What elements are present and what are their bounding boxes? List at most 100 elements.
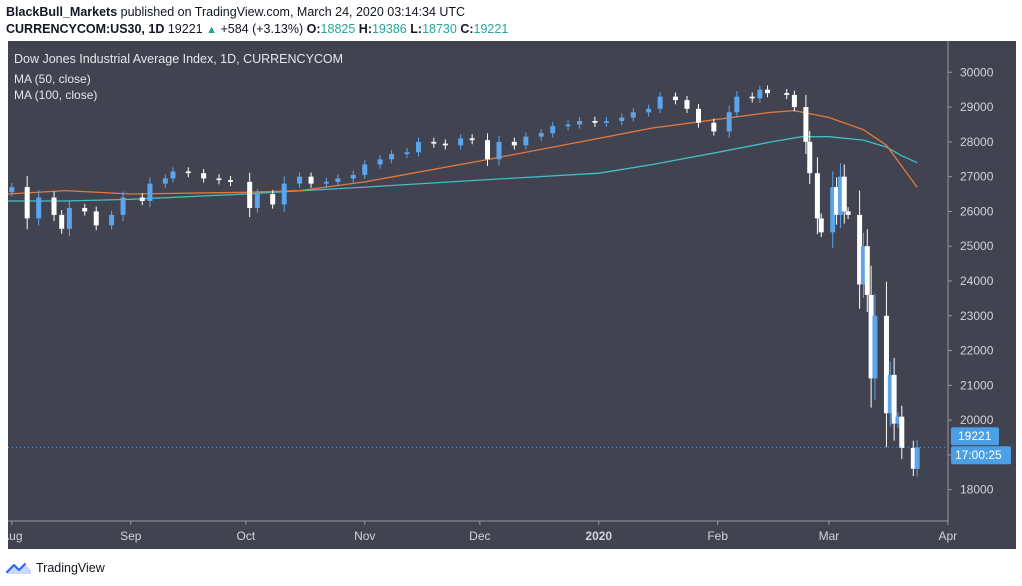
ohlc-summary: CURRENCYCOM:US30, 1D 19221 ▲ +584 (+3.13… [6, 22, 508, 36]
candle-up [860, 246, 866, 285]
ma100-line [8, 136, 918, 202]
candle-down [864, 246, 870, 295]
candle-down [82, 207, 88, 212]
chart-title: Dow Jones Industrial Average Index, 1D, … [14, 52, 344, 66]
countdown-label: 17:00:25 [955, 448, 1002, 462]
published-text: published on TradingView.com, March 24, … [117, 5, 466, 19]
candle-down [695, 108, 701, 123]
price-change: +584 (+3.13%) [220, 22, 304, 36]
countdown-badge [951, 446, 1011, 465]
candle-down [247, 181, 253, 208]
candle-down [684, 100, 690, 109]
low-value: 18730 [422, 22, 457, 36]
candle-down [891, 374, 897, 424]
candle-up [66, 207, 72, 229]
candle-up [36, 197, 42, 219]
candle-down [672, 96, 678, 101]
candle-up [350, 174, 356, 179]
y-tick-label: 25000 [960, 239, 994, 253]
low-label: L: [410, 22, 423, 36]
candle-down [270, 194, 276, 205]
candle-up [895, 416, 901, 424]
candle-down [784, 93, 790, 95]
candle-up [281, 183, 287, 205]
x-tick-label: Mar [819, 529, 840, 543]
x-tick-label: Feb [707, 529, 728, 543]
candle-down [841, 176, 847, 212]
close-label: C: [460, 22, 474, 36]
ma50-line [8, 109, 918, 195]
y-tick-label: 27000 [960, 170, 994, 184]
x-tick-label: Dec [469, 529, 490, 543]
candle-down [511, 141, 517, 146]
legend-ma100[interactable]: MA (100, close) [14, 88, 98, 102]
y-tick-label: 22000 [960, 344, 994, 358]
candle-down [857, 214, 863, 285]
x-tick-label: 2020 [585, 529, 612, 543]
candle-down [469, 138, 475, 141]
candle-up [109, 214, 115, 226]
y-tick-label: 28000 [960, 135, 994, 149]
candle-down [592, 121, 598, 123]
footer-brand[interactable]: TradingView [36, 561, 105, 575]
y-tick-label: 29000 [960, 100, 994, 114]
candle-up [254, 194, 260, 208]
y-tick-label: 26000 [960, 204, 994, 218]
x-tick-label: Aug [8, 529, 23, 543]
chart-area[interactable]: 1800019000200002100022000230002400025000… [8, 41, 1016, 549]
price-badge-label: 19221 [958, 429, 992, 443]
symbol-label: CURRENCYCOM:US30, 1D [6, 22, 165, 36]
candle-down [834, 187, 840, 215]
candle-up [162, 178, 168, 184]
legend-ma50[interactable]: MA (50, close) [14, 72, 91, 86]
author-name[interactable]: BlackBull_Markets [6, 5, 118, 19]
candle-up [887, 374, 893, 414]
candle-up [565, 124, 571, 127]
candle-up [335, 178, 341, 182]
candlestick-chart[interactable]: 1800019000200002100022000230002400025000… [8, 41, 1016, 549]
candle-up [657, 96, 663, 109]
candle-up [577, 121, 583, 125]
candle-down [442, 143, 448, 146]
publish-info: BlackBull_Markets published on TradingVi… [6, 5, 465, 19]
candle-up [734, 96, 740, 113]
y-tick-label: 24000 [960, 274, 994, 288]
y-tick-label: 18000 [960, 483, 994, 497]
candle-down [185, 171, 191, 174]
candle-down [431, 141, 437, 144]
candle-up [837, 176, 843, 215]
x-tick-label: Sep [120, 529, 142, 543]
candle-down [883, 315, 889, 414]
y-tick-label: 30000 [960, 65, 994, 79]
candle-up [147, 183, 153, 201]
candle-up [726, 112, 732, 132]
candle-down [868, 294, 874, 379]
candle-up [389, 154, 395, 160]
open-label: O: [306, 22, 321, 36]
candle-down [749, 96, 755, 99]
footer: TradingView [6, 558, 105, 578]
candle-down [814, 173, 820, 219]
candle-up [646, 108, 652, 113]
candle-down [201, 173, 207, 179]
candle-up [9, 187, 15, 193]
last-price: 19221 [167, 22, 203, 36]
candle-up [523, 136, 529, 146]
high-label: H: [358, 22, 372, 36]
candle-down [216, 178, 222, 181]
candle-up [830, 187, 836, 233]
candle-up [323, 181, 329, 184]
candle-down [807, 141, 813, 174]
candle-down [59, 214, 65, 229]
candle-up [872, 315, 878, 379]
candle-down [845, 211, 851, 215]
tradingview-logo-icon [6, 563, 31, 574]
candle-down [765, 89, 771, 94]
candle-down [818, 218, 824, 233]
candle-up [297, 176, 303, 184]
candle-down [910, 447, 916, 469]
candle-down [93, 211, 99, 226]
candle-down [803, 107, 809, 142]
candle-up [603, 121, 609, 123]
candle-down [791, 94, 797, 108]
